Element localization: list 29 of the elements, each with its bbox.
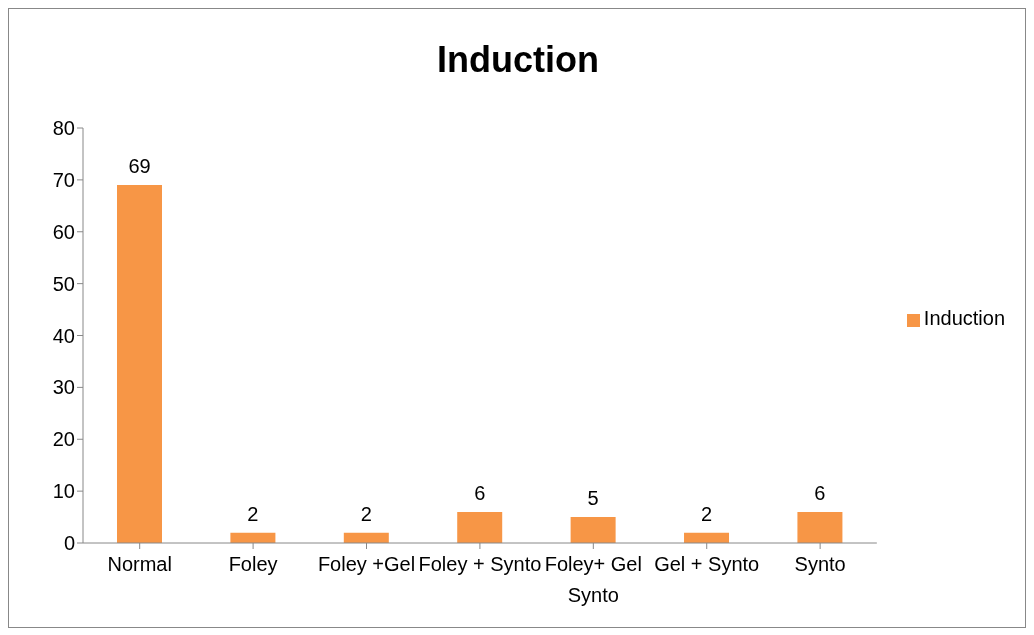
x-tick-label: Foley +Gel xyxy=(317,553,416,576)
y-tick-label: 80 xyxy=(52,117,75,140)
y-tick-label: 30 xyxy=(52,376,75,399)
data-label: 69 xyxy=(128,155,151,178)
bar xyxy=(457,511,503,543)
y-tick-label: 50 xyxy=(52,272,75,295)
y-tick-label: 10 xyxy=(52,480,75,503)
chart-title: Induction xyxy=(436,39,600,81)
x-tick-label: Gel + Synto xyxy=(654,553,760,576)
x-tick-label: Foley xyxy=(228,553,278,576)
data-label: 2 xyxy=(360,502,372,525)
y-tick-label: 70 xyxy=(52,168,75,191)
data-label: 2 xyxy=(247,502,259,525)
y-tick-label: 40 xyxy=(52,324,75,347)
x-tick-label: Foley + Synto xyxy=(418,553,542,576)
data-label: 5 xyxy=(587,487,599,510)
y-tick-label: 60 xyxy=(52,220,75,243)
data-label: 6 xyxy=(814,481,826,504)
x-tick-label: Foley+ Gel Synto xyxy=(544,553,642,607)
legend-label: Induction xyxy=(923,306,1005,329)
y-tick-label: 20 xyxy=(52,428,75,451)
data-label: 2 xyxy=(700,502,713,525)
bar xyxy=(117,185,162,543)
x-tick-label: Normal xyxy=(107,553,172,576)
bar xyxy=(570,517,616,543)
y-tick-label: 0 xyxy=(63,532,75,555)
x-tick-label: Synto xyxy=(794,553,846,576)
data-label: 6 xyxy=(474,481,486,504)
bar xyxy=(797,511,843,543)
